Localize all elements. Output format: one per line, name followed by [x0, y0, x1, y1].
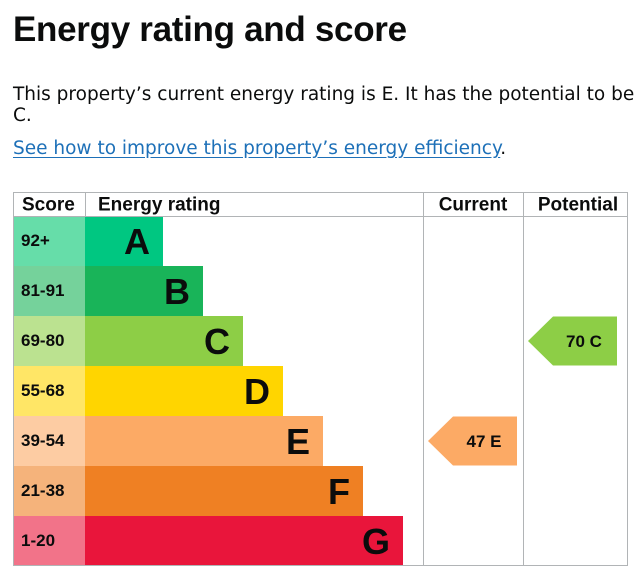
- score-cell-b: [13, 266, 85, 316]
- score-label-a: 92+: [21, 231, 50, 250]
- rating-letter-g: G: [362, 521, 390, 562]
- improve-link-line: See how to improve this property’s energ…: [13, 138, 506, 159]
- score-label-g: 1-20: [21, 531, 55, 550]
- header-current: Current: [439, 195, 508, 216]
- rating-bar-c: [85, 316, 243, 366]
- score-cell-e: [13, 416, 85, 466]
- rating-bar-a: [85, 216, 163, 266]
- rating-letter-a: A: [124, 221, 150, 262]
- potential-rating-arrow: [528, 316, 617, 366]
- score-cell-d: [13, 366, 85, 416]
- score-label-e: 39-54: [21, 431, 65, 450]
- current-rating-arrow: [428, 416, 517, 466]
- link-suffix: .: [500, 138, 507, 159]
- score-label-b: 81-91: [21, 281, 64, 300]
- page-title: Energy rating and score: [13, 10, 407, 49]
- rating-bar-f: [85, 466, 363, 516]
- potential-rating-label: 70 C: [566, 332, 602, 351]
- score-cell-c: [13, 316, 85, 366]
- rating-letter-d: D: [244, 371, 270, 412]
- rating-summary: This property’s current energy rating is…: [13, 84, 635, 126]
- rating-letter-c: C: [204, 321, 230, 362]
- improve-efficiency-link[interactable]: See how to improve this property’s energ…: [13, 138, 501, 159]
- rating-letter-e: E: [286, 421, 310, 462]
- rating-bar-d: [85, 366, 283, 416]
- rating-bar-e: [85, 416, 323, 466]
- rating-letter-f: F: [328, 471, 350, 512]
- header-energy-rating: Energy rating: [98, 195, 220, 216]
- score-cell-a: [13, 216, 85, 266]
- header-potential: Potential: [538, 195, 618, 216]
- score-label-d: 55-68: [21, 381, 64, 400]
- chart-frame: [13, 192, 628, 566]
- header-score: Score: [22, 195, 75, 216]
- score-label-f: 21-38: [21, 481, 64, 500]
- rating-letter-b: B: [164, 271, 190, 312]
- score-label-c: 69-80: [21, 331, 64, 350]
- rating-bar-b: [85, 266, 203, 316]
- current-rating-label: 47 E: [467, 432, 502, 451]
- score-cell-g: [13, 516, 85, 566]
- rating-bar-g: [85, 516, 403, 566]
- score-cell-f: [13, 466, 85, 516]
